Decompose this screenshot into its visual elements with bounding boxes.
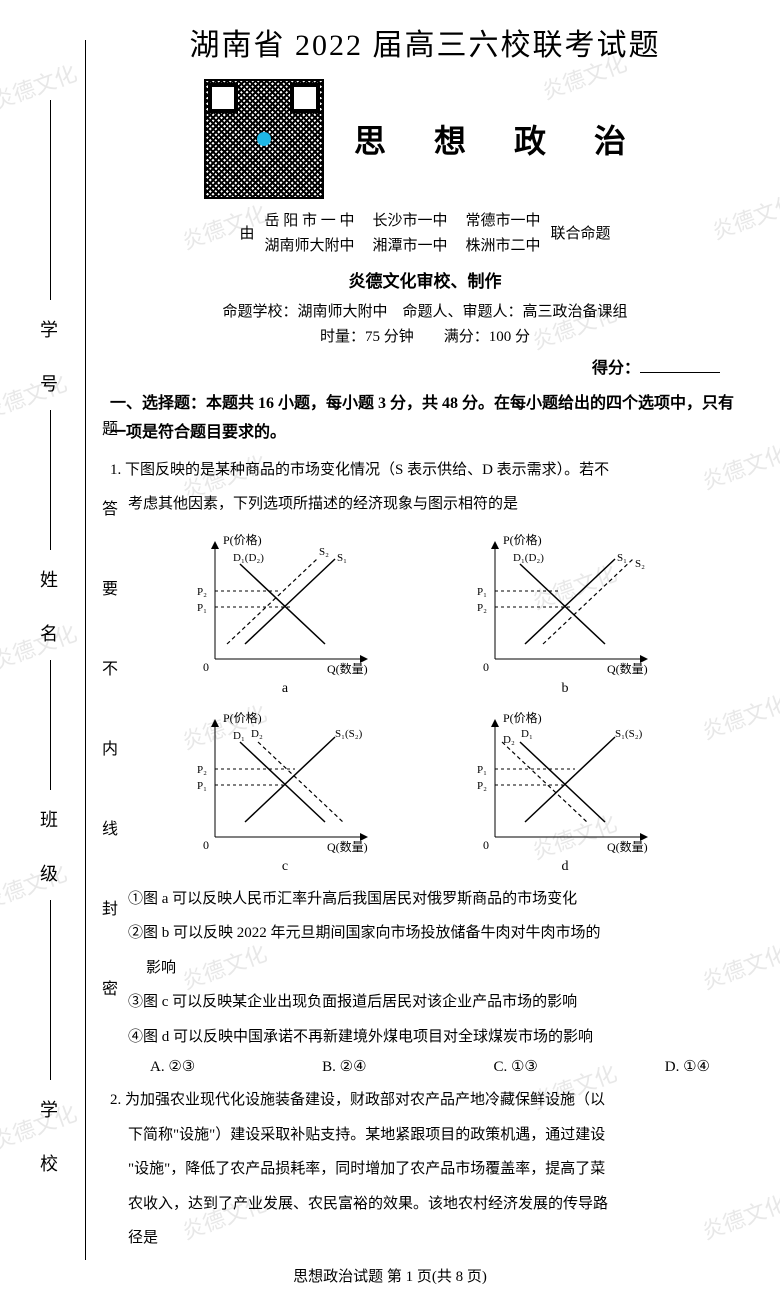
school-name: 湘潭市一中 (372, 234, 447, 255)
qr-center-dot-icon (257, 132, 271, 146)
score-line: 得分： (110, 354, 720, 378)
supply-demand-chart-b: P(价格) Q(数量) 0 D₁(D₂) S₁ S₂ P₁ P₂ (465, 529, 665, 679)
supply-demand-chart-d: P(价格) Q(数量) 0 S₁(S₂) D₁ D₂ P₁ P₂ (465, 707, 665, 857)
school-name: 株洲市二中 (466, 234, 541, 255)
svg-text:S₁: S₁ (617, 552, 627, 564)
svg-text:P₁: P₁ (477, 764, 487, 776)
q1-choices: A. ②③ B. ②④ C. ①③ D. ①④ (110, 1057, 740, 1076)
maker-line: 炎德文化审校、制作 (110, 267, 740, 292)
chart-cell-a: P(价格) Q(数量) 0 D₁(D₂) S₁ S₂ P₂ P₁ a (165, 529, 405, 697)
exam-title: 湖南省 2022 届高三六校联考试题 (110, 20, 740, 64)
svg-text:S₂: S₂ (319, 546, 329, 558)
chart-label-b: b (445, 681, 685, 697)
meta-line-1: 命题学校：湖南师大附中 命题人、审题人：高三政治备课组 (110, 300, 740, 321)
svg-text:Q(数量): Q(数量) (607, 839, 648, 854)
school-name: 湖南师大附中 (264, 234, 354, 255)
q1-stem-1: 1. 下图反映的是某种商品的市场变化情况（S 表示供给、D 表示需求）。若不 (110, 456, 740, 485)
q2-line-1: 2. 为加强农业现代化设施装备建设，财政部对农产品产地冷藏保鲜设施（以 (110, 1086, 740, 1115)
chart-cell-d: P(价格) Q(数量) 0 S₁(S₂) D₁ D₂ P₁ P₂ d (445, 707, 685, 875)
svg-text:Q(数量): Q(数量) (607, 661, 648, 676)
svg-text:P₂: P₂ (197, 586, 207, 598)
supply-demand-chart-a: P(价格) Q(数量) 0 D₁(D₂) S₁ S₂ P₂ P₁ (185, 529, 385, 679)
choice-b: B. ②④ (322, 1057, 366, 1076)
schools-suffix: 联合命题 (551, 222, 611, 243)
qr-code-icon (204, 79, 324, 199)
choice-c: C. ①③ (493, 1057, 537, 1076)
svg-text:P(价格): P(价格) (223, 532, 262, 547)
svg-text:S₂: S₂ (635, 558, 645, 570)
svg-text:P₂: P₂ (197, 764, 207, 776)
svg-text:0: 0 (483, 838, 489, 852)
q1-opt-3: ③图 c 可以反映某企业出现负面报道后居民对该企业产品市场的影响 (110, 988, 740, 1017)
svg-text:P₁: P₁ (197, 602, 207, 614)
q1-opt-1: ①图 a 可以反映人民币汇率升高后我国居民对俄罗斯商品的市场变化 (110, 885, 740, 914)
section-1-head: 一、选择题：本题共 16 小题，每小题 3 分，共 48 分。在每小题给出的四个… (110, 390, 740, 448)
svg-text:Q(数量): Q(数量) (327, 661, 368, 676)
chart-label-a: a (165, 681, 405, 697)
q2-line-2: 下简称"设施"）建设采取补贴支持。某地紧跟项目的政策机遇，通过建设 (110, 1121, 740, 1150)
svg-text:S₁(S₂): S₁(S₂) (335, 728, 363, 740)
svg-text:D₁(D₂): D₁(D₂) (233, 552, 264, 564)
schools-block: 由 岳 阳 市 一 中长沙市一中常德市一中湖南师大附中湘潭市一中株洲市二中 联合… (110, 209, 740, 255)
q2-line-4: 农收入，达到了产业发展、农民富裕的效果。该地农村经济发展的传导路 (110, 1190, 740, 1219)
svg-text:Q(数量): Q(数量) (327, 839, 368, 854)
school-name: 长沙市一中 (372, 209, 447, 230)
meta-line-2: 时量：75 分钟 满分：100 分 (110, 325, 740, 346)
svg-text:D₂: D₂ (503, 734, 515, 746)
chart-cell-b: P(价格) Q(数量) 0 D₁(D₂) S₁ S₂ P₁ P₂ b (445, 529, 685, 697)
score-label: 得分： (592, 360, 640, 377)
choice-d: D. ①④ (665, 1057, 710, 1076)
q2-line-5: 径是 (110, 1224, 740, 1253)
chart-cell-c: P(价格) Q(数量) 0 S₁(S₂) D₁ D₂ P₂ P₁ c (165, 707, 405, 875)
svg-text:P(价格): P(价格) (503, 532, 542, 547)
choice-a: A. ②③ (150, 1057, 195, 1076)
school-name: 岳 阳 市 一 中 (264, 209, 354, 230)
svg-text:S₁: S₁ (337, 552, 347, 564)
svg-text:D₁: D₁ (521, 728, 533, 740)
charts-grid: P(价格) Q(数量) 0 D₁(D₂) S₁ S₂ P₂ P₁ a P(价格) Q(数量) 0 D₁(… (165, 529, 685, 875)
svg-text:S₁(S₂): S₁(S₂) (615, 728, 643, 740)
svg-text:P₂: P₂ (477, 602, 487, 614)
score-blank (640, 372, 720, 373)
q2-line-3: "设施"，降低了农产品损耗率，同时增加了农产品市场覆盖率，提高了菜 (110, 1155, 740, 1184)
q1-opt-4: ④图 d 可以反映中国承诺不再新建境外煤电项目对全球煤炭市场的影响 (110, 1023, 740, 1052)
schools-prefix: 由 (239, 222, 254, 243)
svg-text:D₁: D₁ (233, 730, 245, 742)
q1-stem-2: 考虑其他因素，下列选项所描述的经济现象与图示相符的是 (110, 490, 740, 519)
svg-text:D₂: D₂ (251, 728, 263, 740)
svg-text:P(价格): P(价格) (223, 710, 262, 725)
svg-text:P₁: P₁ (477, 586, 487, 598)
q1-opt-2b: 影响 (110, 954, 740, 983)
header-row: 思 想 政 治 (110, 79, 740, 199)
chart-label-d: d (445, 859, 685, 875)
chart-label-c: c (165, 859, 405, 875)
q1-opt-2a: ②图 b 可以反映 2022 年元旦期间国家向市场投放储备牛肉对牛肉市场的 (110, 919, 740, 948)
svg-text:0: 0 (483, 660, 489, 674)
school-name: 常德市一中 (466, 209, 541, 230)
svg-text:P(价格): P(价格) (503, 710, 542, 725)
supply-demand-chart-c: P(价格) Q(数量) 0 S₁(S₂) D₁ D₂ P₂ P₁ (185, 707, 385, 857)
svg-text:0: 0 (203, 838, 209, 852)
svg-text:P₁: P₁ (197, 780, 207, 792)
svg-text:0: 0 (203, 660, 209, 674)
subject-title: 思 想 政 治 (354, 116, 646, 162)
svg-text:D₁(D₂): D₁(D₂) (513, 552, 544, 564)
svg-text:P₂: P₂ (477, 780, 487, 792)
